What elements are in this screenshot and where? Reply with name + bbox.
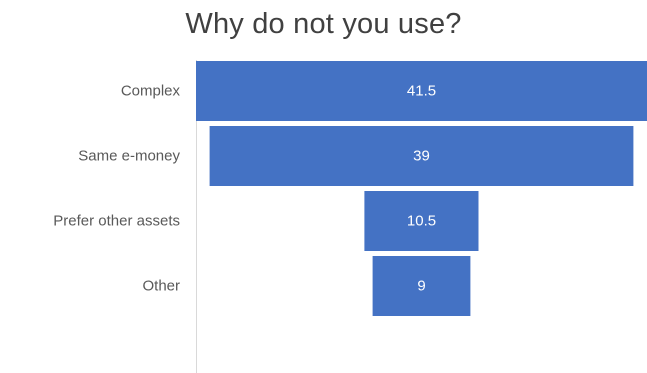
category-label: Same e-money [78, 148, 180, 165]
bar-complex [196, 61, 647, 121]
category-label: Prefer other assets [53, 213, 180, 230]
data-label: 10.5 [407, 213, 436, 230]
category-label: Complex [121, 83, 181, 100]
category-label: Other [142, 278, 180, 295]
category-labels-group: Complex Same e-money Prefer other assets Ot… [53, 83, 180, 295]
data-label: 9 [417, 278, 425, 295]
value-labels-group: 41.5 39 10.5 9 [407, 83, 436, 295]
bars-group [196, 61, 647, 316]
data-label: 41.5 [407, 83, 436, 100]
chart-title: Why do not you use? [185, 8, 462, 40]
bar-same-e-money [209, 126, 634, 186]
data-label: 39 [413, 148, 430, 165]
bar-prefer-other-assets [364, 191, 479, 251]
bar-other [372, 256, 471, 316]
